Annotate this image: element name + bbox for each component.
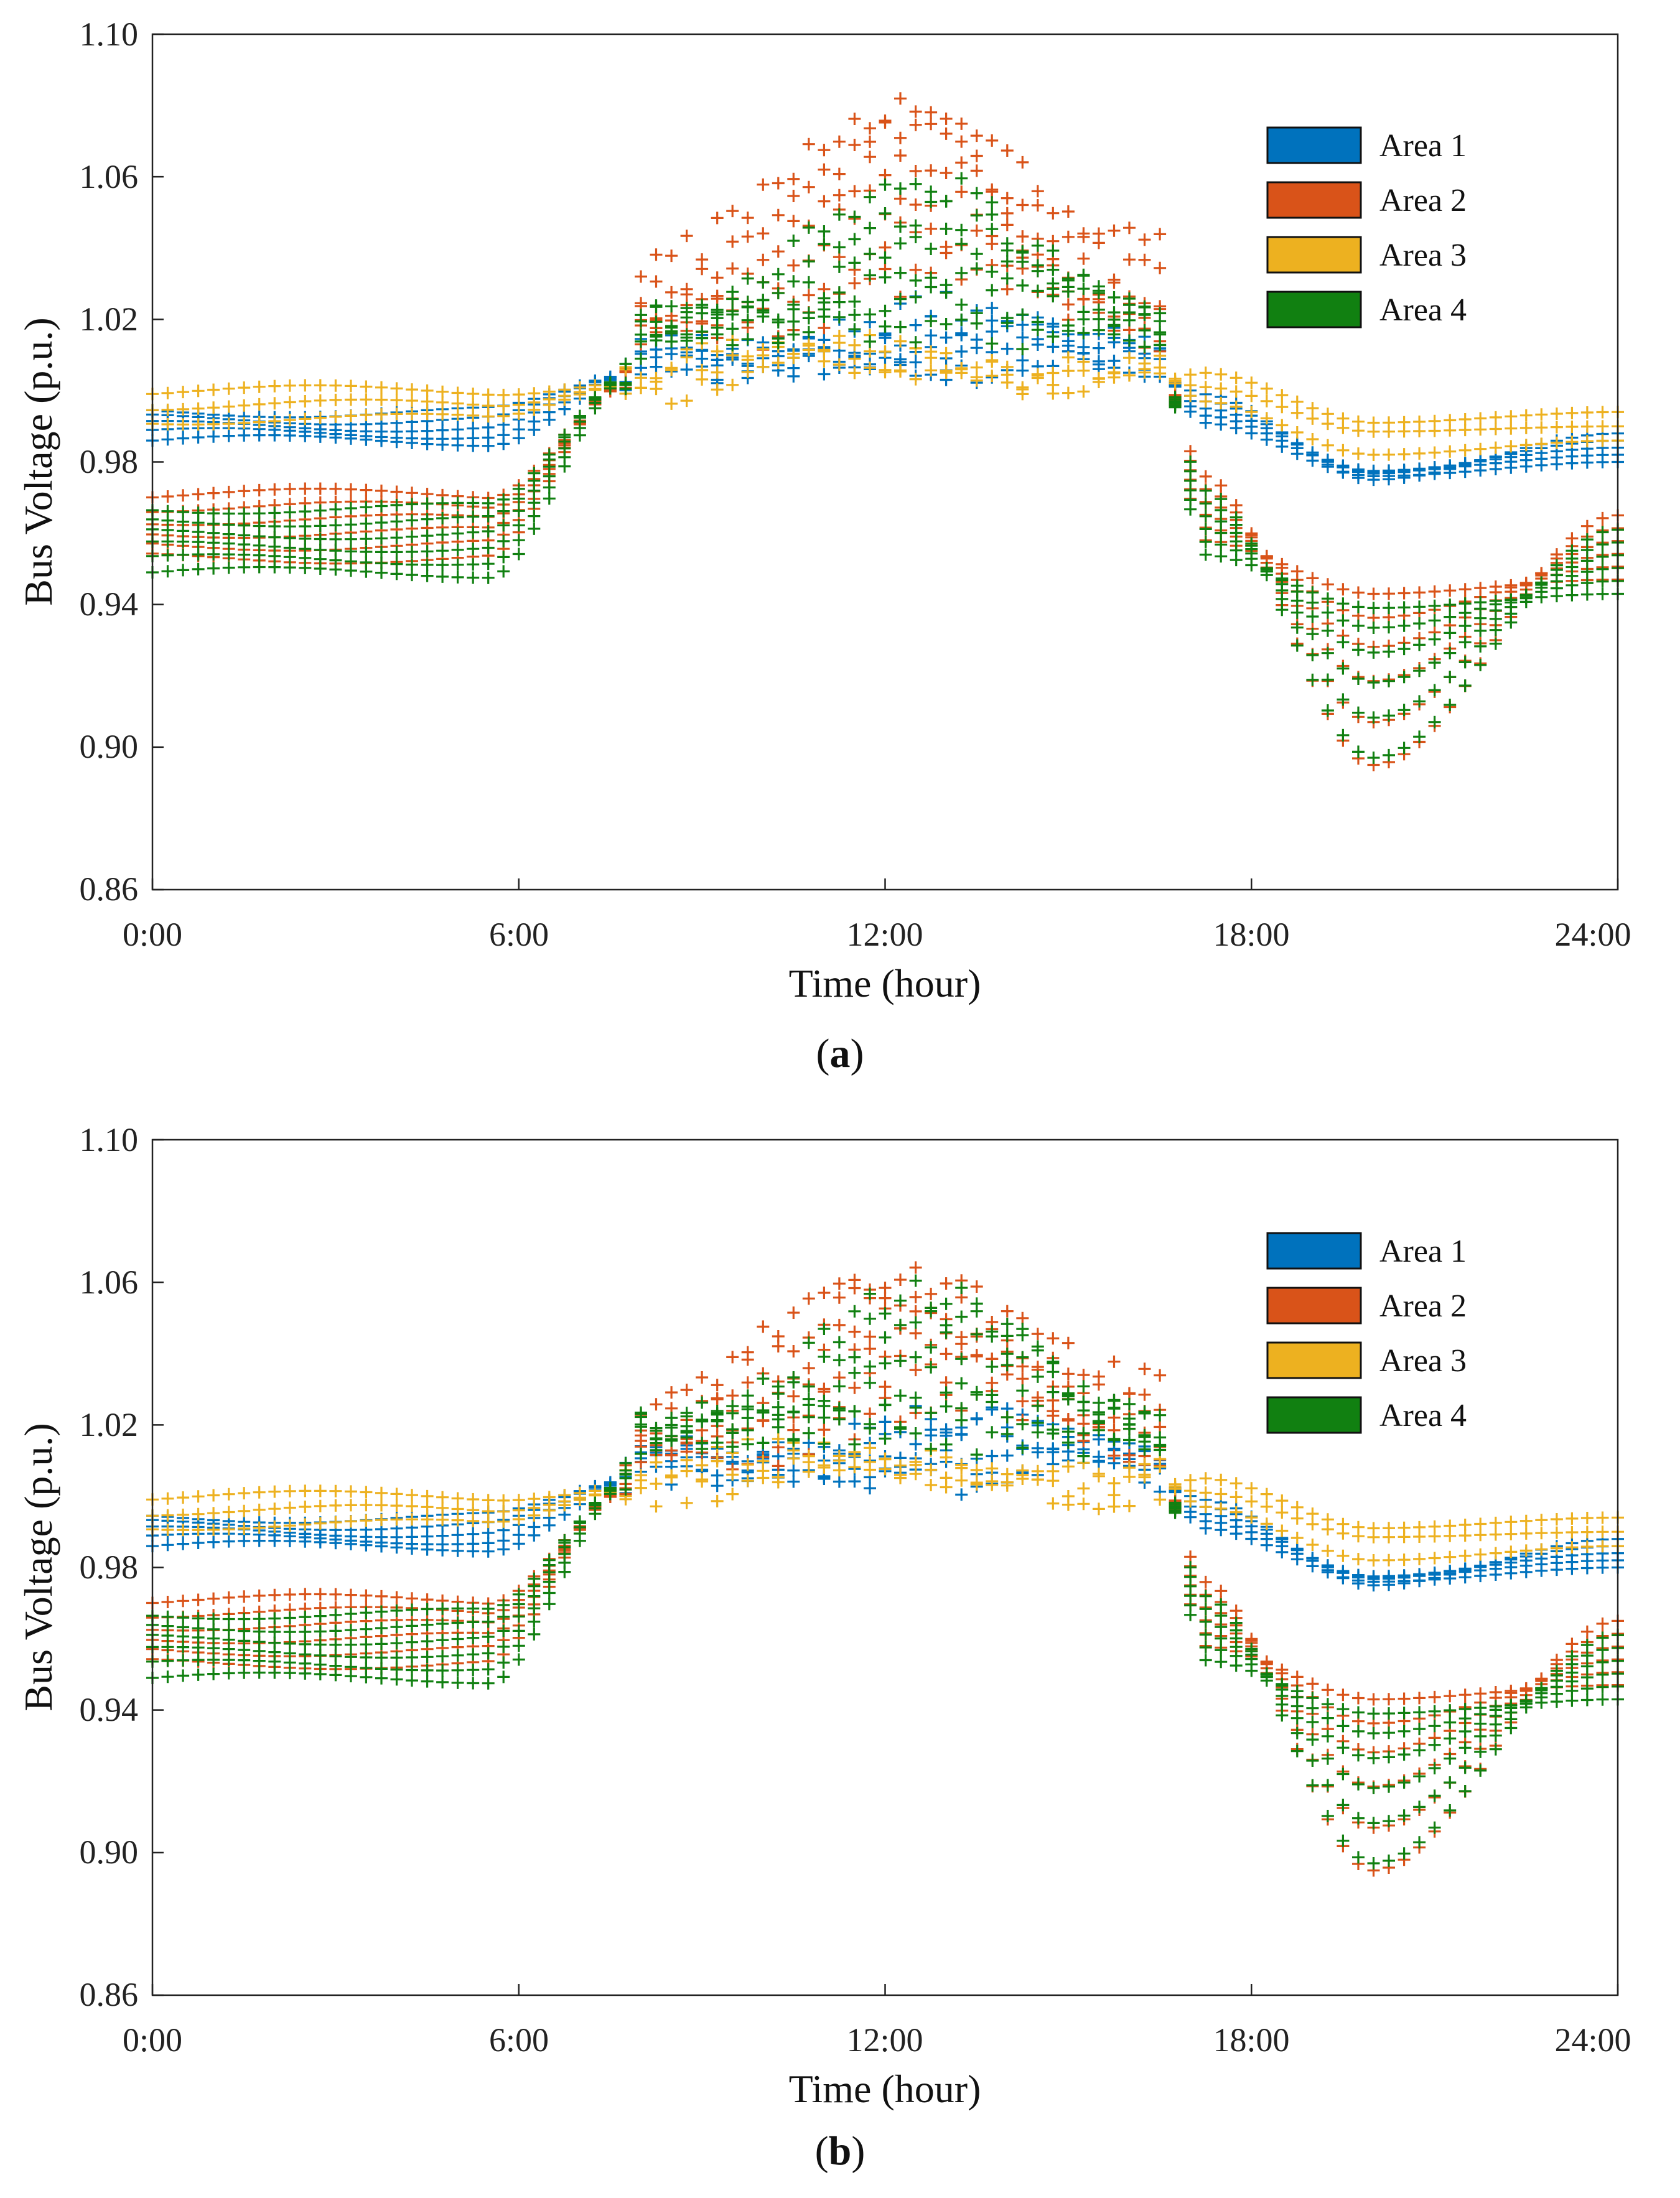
x-tick-label: 0:00 xyxy=(123,2021,182,2059)
axis-ticks xyxy=(151,1139,1619,1996)
panel-label: (b) xyxy=(815,2128,866,2174)
y-tick-label: 0.86 xyxy=(80,870,139,908)
data-marks xyxy=(146,92,1624,771)
data-marks xyxy=(146,1261,1624,1877)
legend-swatch-area-4 xyxy=(1266,291,1362,328)
y-tick-labels: 0.86 0.90 0.94 0.98 1.02 1.06 1.10 xyxy=(80,1121,139,2013)
legend-label-area-4: Area 4 xyxy=(1379,1398,1467,1433)
y-tick-label: 1.10 xyxy=(80,1121,139,1158)
y-tick-label: 0.98 xyxy=(80,1548,139,1586)
y-tick-labels: 0.86 0.90 0.94 0.98 1.02 1.06 1.10 xyxy=(80,16,139,908)
y-tick-label: 0.98 xyxy=(80,443,139,480)
y-tick-label: 1.10 xyxy=(80,16,139,53)
y-tick-label: 0.86 xyxy=(80,1976,139,2013)
x-tick-label: 0:00 xyxy=(123,916,182,953)
legend: Area 1 Area 2 Area 3 Area 4 xyxy=(1266,1232,1467,1434)
x-tick-label: 6:00 xyxy=(489,2021,549,2059)
chart-panel-b: 0.86 0.90 0.94 0.98 1.02 1.06 1.10 0:00 … xyxy=(16,1121,1631,2174)
y-axis-label: Bus Voltage (p.u.) xyxy=(16,317,60,605)
y-tick-label: 0.90 xyxy=(80,728,139,765)
x-tick-label: 18:00 xyxy=(1213,2021,1289,2059)
x-tick-label: 24:00 xyxy=(1554,2021,1631,2059)
legend-swatch-area-1 xyxy=(1266,126,1362,164)
legend-swatch-area-2 xyxy=(1266,1287,1362,1325)
legend-label-area-3: Area 3 xyxy=(1379,238,1467,273)
chart-panel-a: 0.86 0.90 0.94 0.98 1.02 1.06 1.10 0:00 … xyxy=(16,16,1631,1076)
legend-label-area-1: Area 1 xyxy=(1379,128,1467,164)
y-tick-label: 1.06 xyxy=(80,1264,139,1301)
legend: Area 1 Area 2 Area 3 Area 4 xyxy=(1266,126,1467,328)
y-tick-label: 1.06 xyxy=(80,158,139,195)
x-tick-labels: 0:00 6:00 12:00 18:00 24:00 xyxy=(123,916,1631,953)
legend-swatch-area-3 xyxy=(1266,236,1362,274)
legend-label-area-2: Area 2 xyxy=(1379,183,1467,218)
legend-label-area-4: Area 4 xyxy=(1379,292,1467,328)
x-tick-label: 18:00 xyxy=(1213,916,1289,953)
legend-swatch-area-4 xyxy=(1266,1396,1362,1434)
axis-ticks xyxy=(151,33,1619,891)
x-tick-label: 24:00 xyxy=(1554,916,1631,953)
legend-label-area-1: Area 1 xyxy=(1379,1234,1467,1269)
y-tick-label: 0.90 xyxy=(80,1833,139,1871)
legend-label-area-2: Area 2 xyxy=(1379,1288,1467,1324)
legend-swatch-area-1 xyxy=(1266,1232,1362,1270)
y-axis-label: Bus Voltage (p.u.) xyxy=(16,1423,60,1711)
y-tick-label: 0.94 xyxy=(80,1691,139,1728)
x-axis-label: Time (hour) xyxy=(789,961,981,1005)
panel-label: (a) xyxy=(816,1031,864,1076)
legend-swatch-area-2 xyxy=(1266,181,1362,219)
panel-letter: a xyxy=(830,1031,851,1076)
x-axis-label: Time (hour) xyxy=(789,2067,981,2111)
y-tick-label: 0.94 xyxy=(80,585,139,623)
x-tick-label: 12:00 xyxy=(846,916,923,953)
legend-label-area-3: Area 3 xyxy=(1379,1343,1467,1379)
panel-letter: b xyxy=(829,2128,852,2174)
y-tick-label: 1.02 xyxy=(80,1406,139,1443)
y-tick-label: 1.02 xyxy=(80,300,139,338)
x-tick-label: 12:00 xyxy=(846,2021,923,2059)
x-tick-labels: 0:00 6:00 12:00 18:00 24:00 xyxy=(123,2021,1631,2059)
legend-swatch-area-3 xyxy=(1266,1341,1362,1379)
x-tick-label: 6:00 xyxy=(489,916,549,953)
